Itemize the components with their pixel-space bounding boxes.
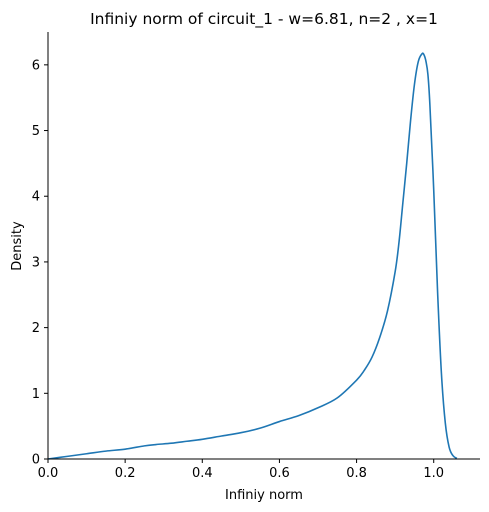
y-tick-label: 5 — [32, 124, 40, 139]
x-tick-label: 1.0 — [423, 466, 444, 481]
y-tick-label: 0 — [32, 453, 40, 468]
x-tick-label: 0.8 — [346, 466, 367, 481]
y-tick-label: 4 — [32, 190, 40, 205]
y-tick-label: 1 — [32, 387, 40, 402]
y-tick-label: 2 — [32, 321, 40, 336]
y-axis-label: Density — [10, 221, 25, 271]
y-tick-label: 6 — [32, 58, 40, 73]
x-axis-label: Infiniy norm — [225, 488, 303, 503]
chart-title: Infiniy norm of circuit_1 - w=6.81, n=2 … — [90, 10, 438, 29]
x-tick-label: 0.0 — [38, 466, 59, 481]
y-tick-label: 3 — [32, 255, 40, 270]
axis-ticks: 0.0 0.2 0.4 0.6 0.8 1.0 0 1 2 3 4 5 6 — [32, 58, 444, 481]
x-tick-label: 0.6 — [269, 466, 290, 481]
x-tick-label: 0.2 — [115, 466, 136, 481]
density-series-line — [47, 52, 458, 460]
x-tick-label: 0.4 — [192, 466, 213, 481]
